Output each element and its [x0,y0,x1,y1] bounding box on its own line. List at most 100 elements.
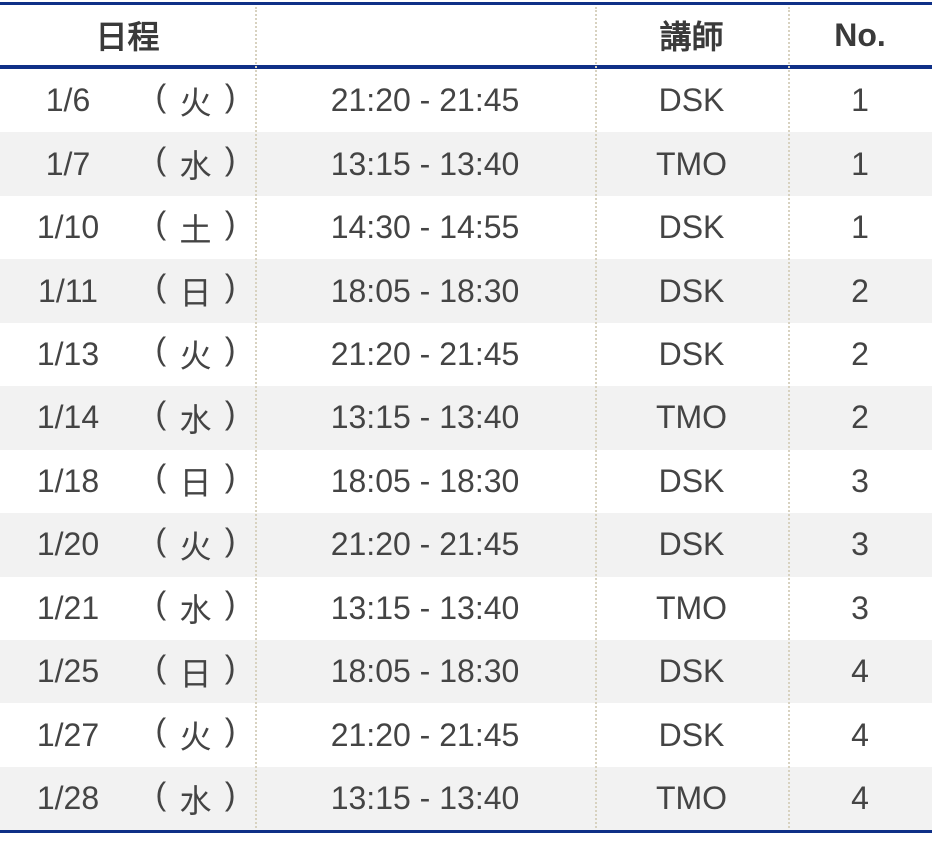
date-cell: 1/21 [36,589,100,626]
table-top-border [0,2,932,5]
paren-close: ) [224,585,236,622]
weekday: 水 [179,782,212,819]
header-divider [0,65,932,69]
no-cell: 4 [851,653,869,690]
date-cell: 1/25 [36,653,100,690]
weekday: 火 [179,528,212,565]
weekday-cell: ( 日) [136,640,255,703]
paren-close: ) [224,268,236,305]
weekday: 火 [179,338,212,375]
time-cell: 13:15 - 13:40 [330,399,520,436]
table-row: 1/18 (日) 18:05 - 18:30 DSK 3 [0,450,932,513]
instructor-cell: DSK [658,526,725,563]
paren-close: ) [224,648,236,685]
time-cell: 18:05 - 18:30 [330,653,520,690]
column-divider [595,7,597,829]
paren-close: ) [224,458,236,495]
weekday-cell: ( 水) [136,132,255,195]
weekday-cell: (土) [136,196,255,259]
weekday-cell: ( 水) [136,767,255,830]
weekday-cell: ( 火) [136,323,255,386]
weekday-cell: ( 火) [136,69,255,132]
no-cell: 4 [851,780,869,817]
paren-close: ) [224,394,236,431]
paren-close: ) [224,521,236,558]
table-row: 1/13 (火) 21:20 - 21:45 DSK 2 [0,323,932,386]
no-cell: 1 [851,82,869,119]
instructor-cell: TMO [655,145,728,182]
paren-close: ) [224,331,236,368]
time-cell: 21:20 - 21:45 [330,335,520,372]
paren-close: ) [224,141,236,178]
instructor-cell: TMO [655,780,728,817]
weekday-cell: (日) [136,450,255,513]
weekday: 日 [179,275,212,312]
weekday: 水 [179,148,212,185]
time-cell: 21:20 - 21:45 [330,82,520,119]
paren-open: ( [155,585,167,622]
table-row: 1/14 (水) 13:15 - 13:40 TMO 2 [0,386,932,450]
table-row: 1/6 ( 火) 21:20 - 21:45 DSK 1 [0,69,932,132]
date-cell: 1/20 [36,526,100,563]
no-cell: 3 [851,589,869,626]
paren-open: ( [155,775,167,812]
paren-close: ) [224,77,236,114]
no-cell: 3 [851,462,869,499]
no-cell: 2 [851,272,869,309]
weekday: 火 [179,84,212,121]
paren-open: ( [155,268,167,305]
instructor-cell: DSK [658,82,725,119]
date-cell: 1/28 [36,780,100,817]
no-cell: 4 [851,716,869,753]
paren-close: ) [224,204,236,241]
paren-open: ( [155,204,167,241]
header-no: No. [834,16,886,53]
date-cell: 1/7 [45,145,91,182]
weekday: 火 [179,719,212,756]
instructor-cell: DSK [658,209,725,246]
weekday-cell: (火) [136,703,255,766]
table-row: 1/10 (土) 14:30 - 14:55 DSK 1 [0,196,932,259]
instructor-cell: DSK [658,335,725,372]
paren-open: ( [155,77,167,114]
no-cell: 2 [851,399,869,436]
date-cell: 1/18 [36,462,100,499]
time-cell: 13:15 - 13:40 [330,145,520,182]
table-row: 1/25 ( 日) 18:05 - 18:30 DSK 4 [0,639,932,704]
instructor-cell: DSK [658,653,725,690]
weekday: 日 [179,655,212,692]
date-cell: 1/10 [36,209,100,246]
table-bottom-border [0,830,932,834]
instructor-cell: DSK [658,272,725,309]
paren-open: ( [155,648,167,685]
time-cell: 18:05 - 18:30 [330,462,520,499]
weekday-cell: ( 日) [136,259,255,322]
time-cell: 18:05 - 18:30 [330,272,520,309]
time-cell: 13:15 - 13:40 [330,780,520,817]
paren-open: ( [155,141,167,178]
paren-open: ( [155,521,167,558]
date-cell: 1/11 [38,272,98,309]
weekday: 日 [179,465,212,502]
time-cell: 21:20 - 21:45 [330,526,520,563]
date-cell: 1/13 [36,335,100,372]
table-row: 1/27 (火) 21:20 - 21:45 DSK 4 [0,703,932,766]
table-row: 1/7 (水) 13:15 - 13:40 TMO 1 [0,132,932,196]
table-row: 1/20 (火) 21:20 - 21:45 DSK 3 [0,513,932,577]
column-divider [788,7,790,829]
date-cell: 1/6 [45,82,91,119]
paren-open: ( [155,712,167,749]
header-instructor: 講師 [659,19,724,55]
table-row: 1/28 ( 水) 13:15 - 13:40 TMO 4 [0,766,932,831]
paren-close: ) [224,775,236,812]
table-body: 1/6 ( 火) 21:20 - 21:45 DSK 1 1/7 ( 水) 13:15 - 13:… [0,69,932,831]
weekday: 水 [179,401,212,438]
table-row: 1/21 (水) 13:15 - 13:40 TMO 3 [0,577,932,640]
paren-open: ( [155,331,167,368]
table-row: 1/11 ( 日) 18:05 - 18:30 DSK 2 [0,259,932,323]
weekday-cell: (水) [136,386,255,449]
table-header: 日程 講師 No. [0,5,932,65]
column-divider [255,7,257,829]
time-cell: 13:15 - 13:40 [330,589,520,626]
